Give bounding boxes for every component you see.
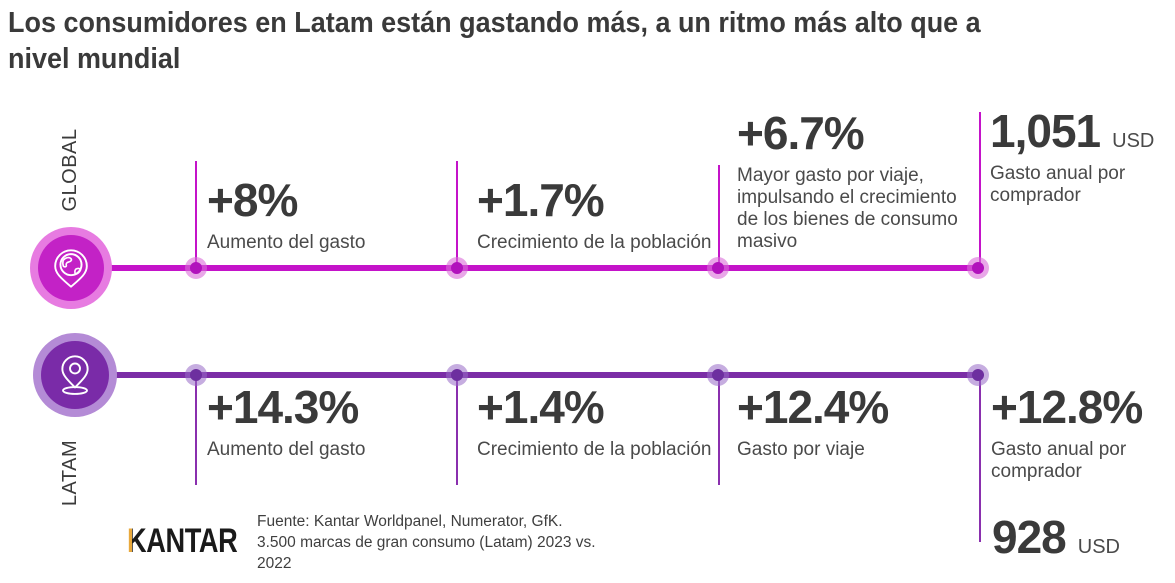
stat-label: Aumento del gasto [207, 232, 366, 253]
stat-value: +8% [207, 174, 298, 226]
source-line2: 3.500 marcas de gran consumo (Latam) 202… [257, 534, 596, 551]
stat-unit: USD [1077, 536, 1120, 558]
stat-label: Gasto anual por comprador [990, 163, 1126, 206]
location-pin-icon [52, 352, 98, 398]
latam-stat-annual-spend-usd: 928 USD [992, 514, 1120, 560]
global-row-label: GLOBAL [59, 128, 81, 212]
global-timeline-dot-4 [967, 257, 989, 279]
latam-tick-2 [456, 378, 458, 485]
stat-label: Aumento del gasto [207, 439, 366, 460]
latam-timeline-dot-2 [446, 364, 468, 386]
latam-stat-trip-spend: +12.4% Gasto por viaje [737, 381, 889, 461]
global-timeline-dot-1 [185, 257, 207, 279]
latam-stat-population-growth: +1.4% Crecimiento de la población [477, 384, 711, 461]
stat-label: Mayor gasto por viaje, impulsando el cre… [737, 165, 958, 252]
latam-tick-3 [718, 378, 720, 485]
global-stat-trip-spend: +6.7% Mayor gasto por viaje, impulsando … [737, 110, 961, 253]
global-timeline-dot-2 [446, 257, 468, 279]
global-marker-circle-inner [38, 235, 104, 301]
stat-unit: USD [1112, 130, 1155, 152]
global-tick-3 [718, 165, 720, 265]
page-title-line1: Los consumidores en Latam están gastando… [8, 7, 981, 39]
latam-row-label: LATAM [59, 439, 81, 507]
latam-stat-spend-growth: +14.3% Aumento del gasto [207, 384, 365, 461]
stat-value: 1,051 [990, 105, 1101, 157]
global-tick-2 [456, 161, 458, 265]
global-tick-1 [195, 161, 197, 265]
kantar-logo: KANTAR [127, 522, 238, 560]
latam-marker-circle-inner [41, 341, 109, 409]
source-line3: 2022 [257, 555, 292, 572]
latam-timeline [108, 372, 984, 378]
stat-label: Gasto por viaje [737, 439, 865, 460]
latam-marker-circle [33, 333, 117, 417]
stat-label: Crecimiento de la población [477, 439, 712, 460]
stat-value: +12.4% [737, 381, 889, 433]
latam-tick-4 [979, 378, 981, 542]
global-stat-spend-growth: +8% Aumento del gasto [207, 177, 365, 254]
stat-value: +12.8% [991, 381, 1143, 433]
global-tick-4 [979, 112, 981, 265]
global-stat-annual-spend: 1,051 USD Gasto anual por comprador [990, 108, 1155, 207]
latam-timeline-dot-1 [185, 364, 207, 386]
page-title: Los consumidores en Latam están gastando… [8, 5, 981, 77]
stat-value: +1.4% [477, 381, 605, 433]
latam-timeline-dot-4 [967, 364, 989, 386]
latam-tick-1 [195, 378, 197, 485]
global-timeline [104, 265, 984, 271]
stat-label: Gasto anual por comprador [991, 439, 1127, 482]
stat-value: +14.3% [207, 381, 359, 433]
globe-pin-icon [48, 245, 94, 291]
source-line1: Fuente: Kantar Worldpanel, Numerator, Gf… [257, 513, 563, 530]
page-title-line2: nivel mundial [8, 43, 181, 75]
source-note: Fuente: Kantar Worldpanel, Numerator, Gf… [257, 511, 596, 574]
latam-stat-annual-spend-growth: +12.8% Gasto anual por comprador [991, 384, 1156, 483]
latam-timeline-dot-3 [707, 364, 729, 386]
global-marker-circle [30, 227, 112, 309]
stat-value: 928 [992, 511, 1067, 563]
stat-label: Crecimiento de la población [477, 232, 712, 253]
global-timeline-dot-3 [707, 257, 729, 279]
stat-value: +6.7% [737, 107, 865, 159]
global-stat-population-growth: +1.7% Crecimiento de la población [477, 177, 711, 254]
stat-value: +1.7% [477, 174, 605, 226]
